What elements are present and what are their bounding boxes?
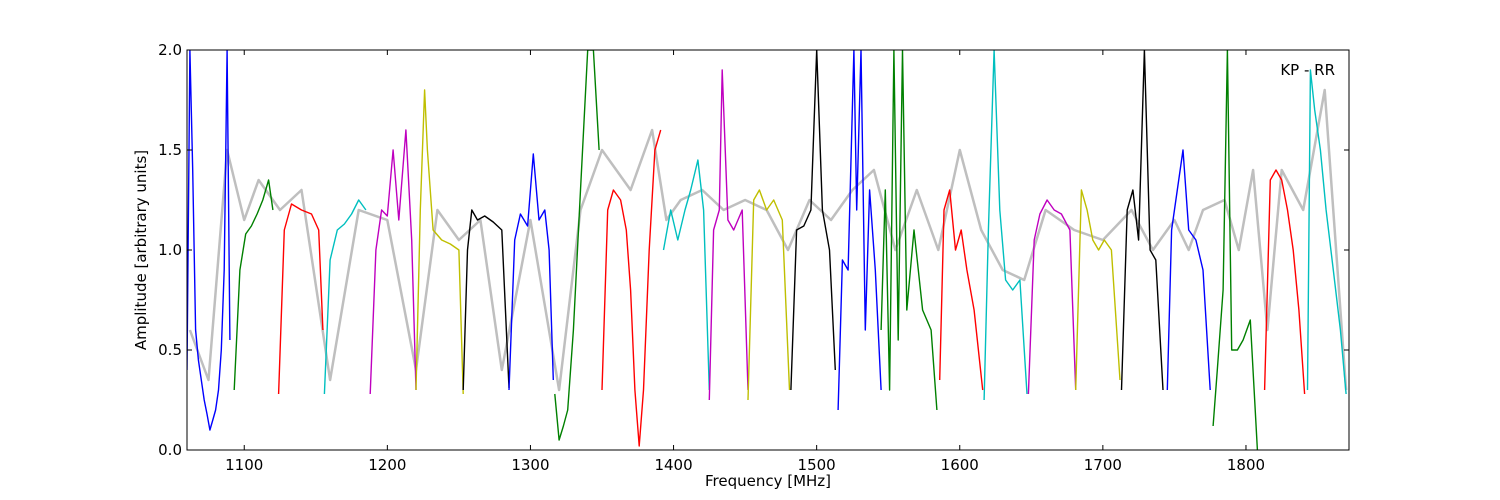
data-layer — [187, 50, 1348, 450]
plot-background — [187, 50, 1349, 450]
x-tick-label: 1200 — [368, 456, 406, 474]
series-line-6 — [415, 89, 464, 395]
series-line-10 — [601, 129, 662, 447]
series-line-13 — [747, 189, 791, 401]
x-tick-label: 1700 — [1084, 456, 1122, 474]
series-line-23 — [1212, 50, 1259, 450]
series-line-9 — [554, 50, 600, 441]
y-axis-label: Amplitude [arbitrary units] — [132, 150, 150, 350]
series-line-18 — [983, 50, 1028, 401]
series-line-21 — [1120, 50, 1164, 391]
series-line-24 — [1263, 169, 1306, 395]
series-line-19 — [1027, 199, 1077, 395]
series-line-12 — [708, 69, 749, 401]
y-tick-label: 0.0 — [158, 441, 182, 459]
annotation-label: KP - RR — [1280, 61, 1335, 79]
y-tick-label: 1.0 — [158, 241, 182, 259]
x-tick-label: 1400 — [654, 456, 692, 474]
y-tick-label: 2.0 — [158, 41, 182, 59]
background-trace — [188, 88, 1348, 392]
series-line-5 — [369, 129, 417, 395]
x-tick-label: 1600 — [941, 456, 979, 474]
x-tick-label: 1800 — [1227, 456, 1265, 474]
x-tick-label: 1500 — [798, 456, 836, 474]
x-tick-label: 1300 — [511, 456, 549, 474]
series-line-1 — [187, 50, 231, 431]
series-line-16 — [880, 50, 938, 411]
series-line-8 — [508, 153, 554, 391]
series-line-4 — [323, 199, 367, 395]
x-axis-label: Frequency [MHz] — [705, 472, 831, 490]
series-line-2 — [233, 179, 274, 391]
series-line-15 — [837, 50, 882, 411]
ticks-layer: 1100 1200 1300 1400 1500 1600 1700 1800 0.0 0.5 1.… — [158, 41, 1349, 474]
series-line-14 — [790, 50, 836, 391]
series-line-22 — [1166, 149, 1211, 391]
series-line-3 — [277, 203, 324, 395]
y-tick-label: 0.5 — [158, 341, 182, 359]
series-line-25 — [1306, 69, 1347, 395]
y-tick-label: 1.5 — [158, 141, 182, 159]
series-line-20 — [1075, 189, 1121, 391]
series-line-17 — [939, 189, 984, 391]
x-tick-label: 1100 — [225, 456, 263, 474]
series-line-11 — [662, 159, 710, 391]
series-line-7 — [462, 209, 510, 391]
